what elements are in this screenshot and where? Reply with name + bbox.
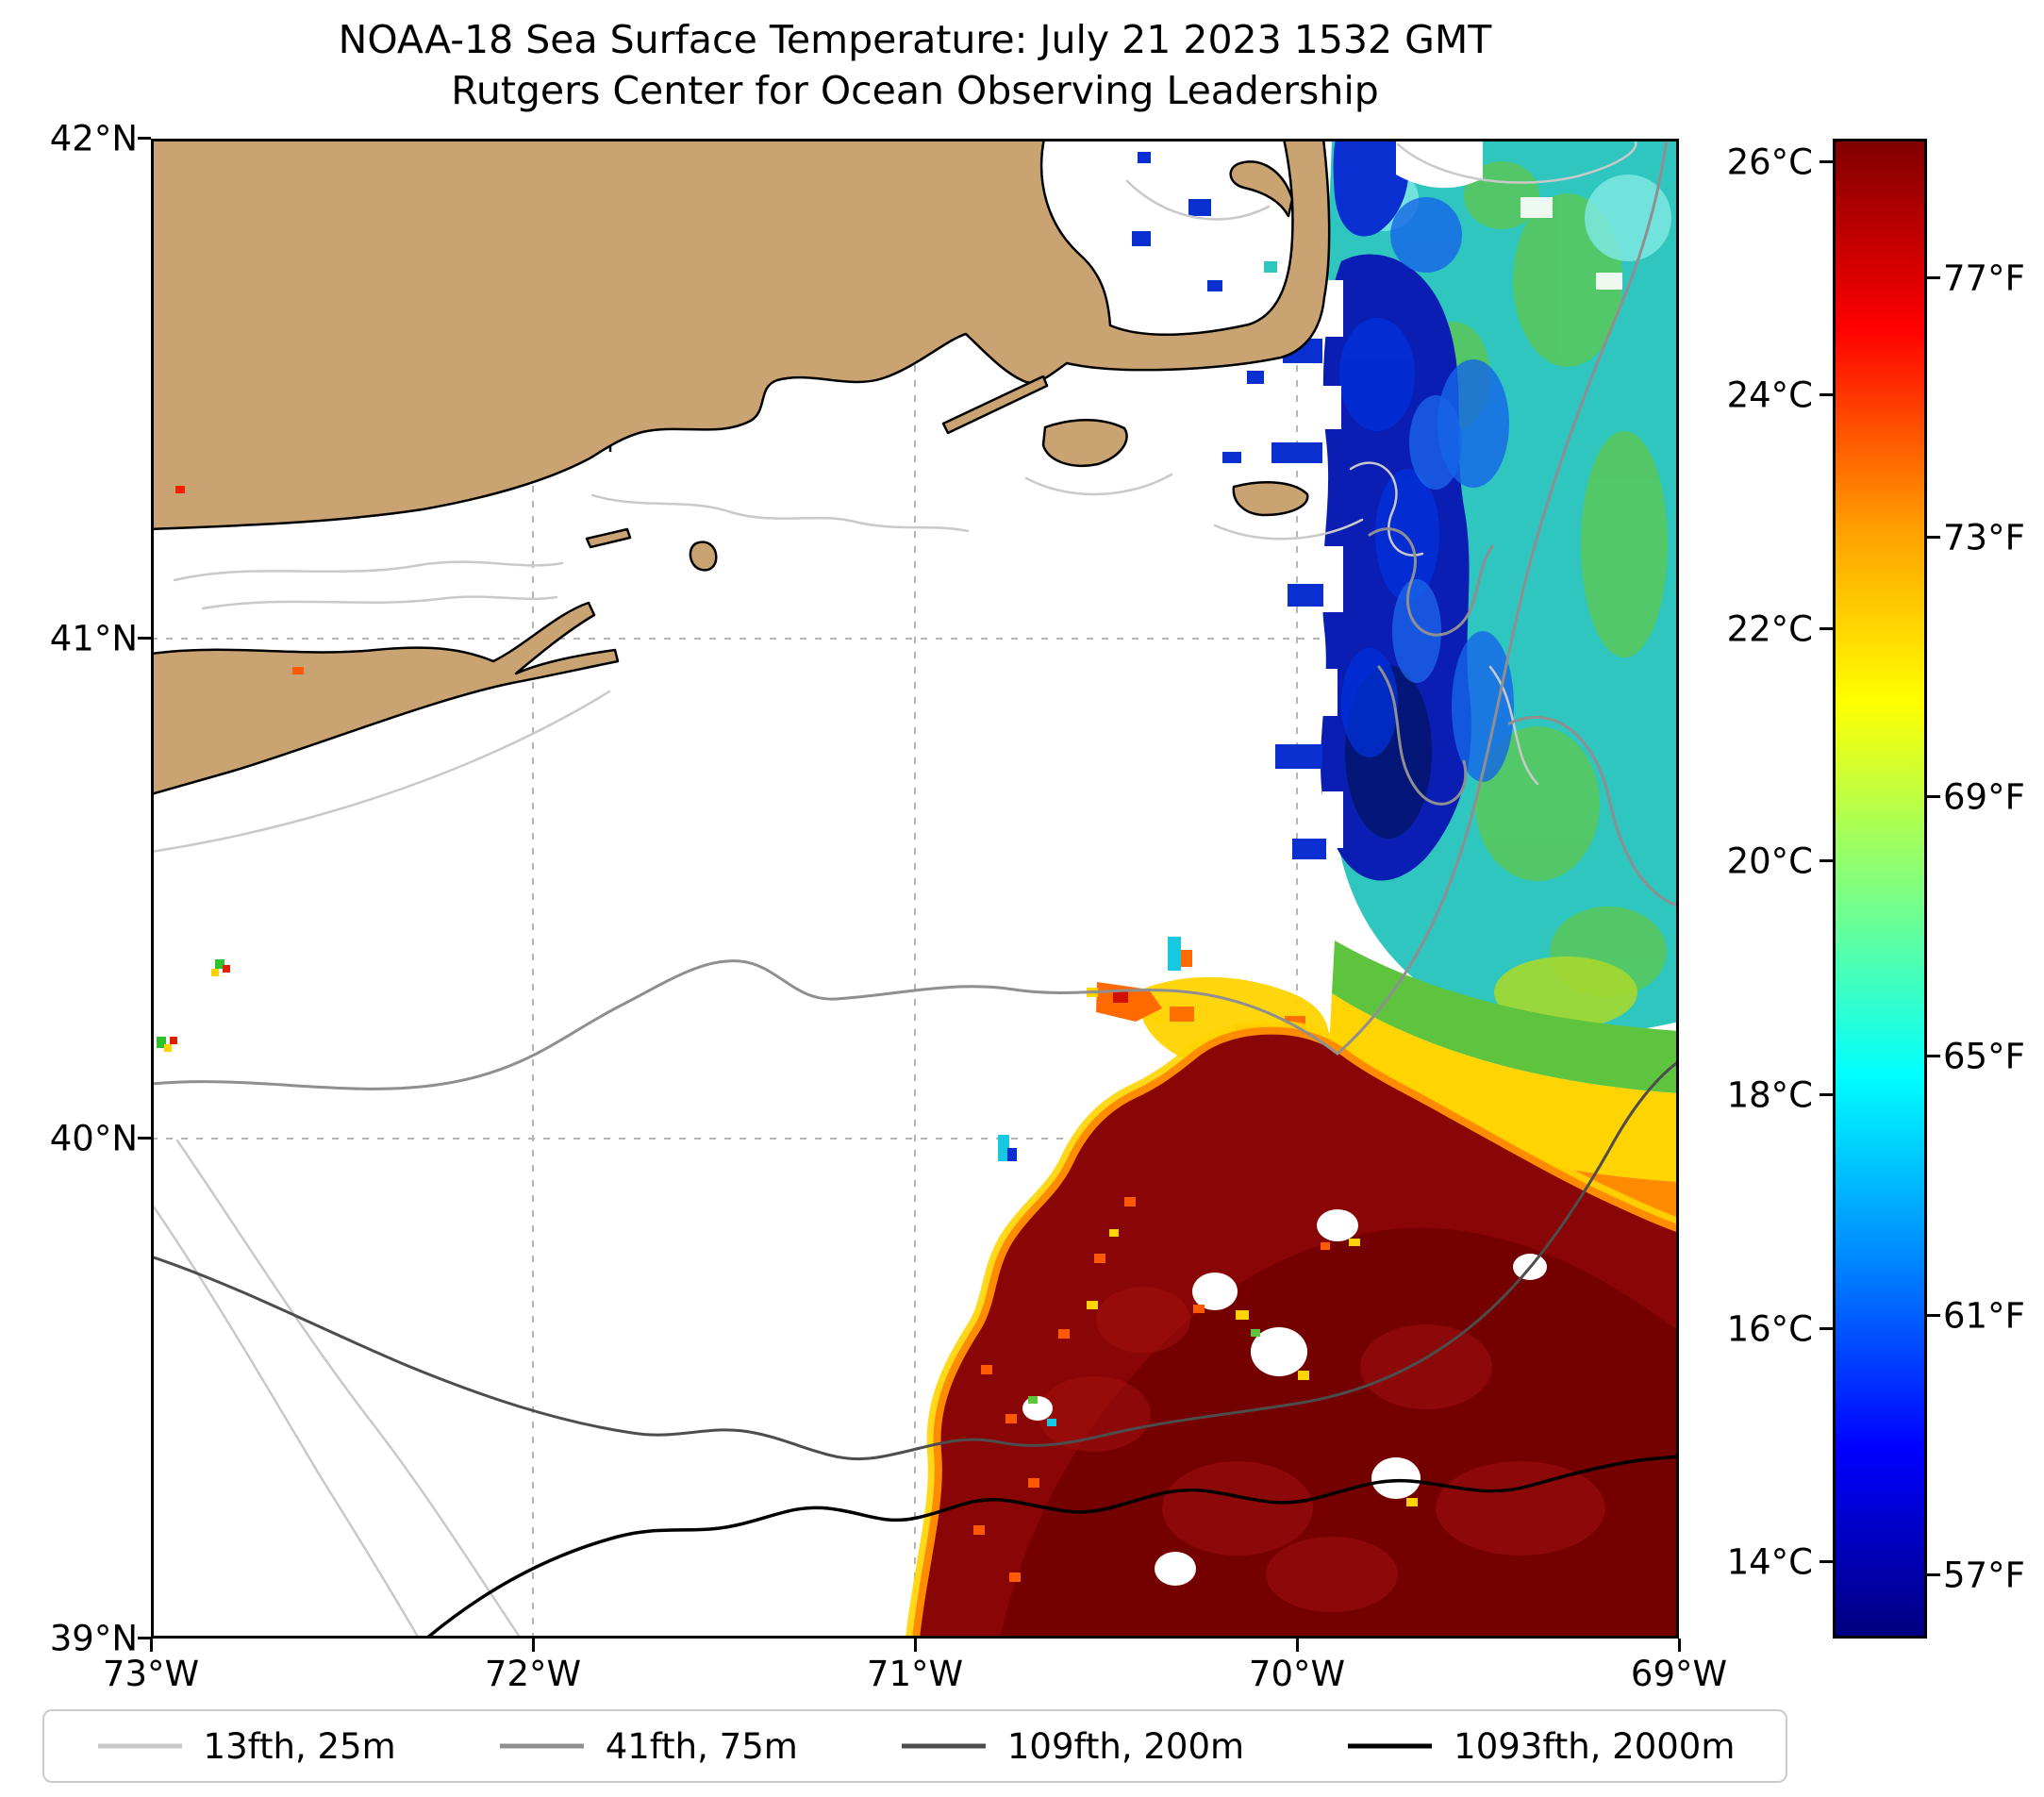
cbar-c-tick-mark <box>1820 627 1833 630</box>
legend-item-75m: 41fth, 75m <box>497 1726 798 1767</box>
x-tick-mark <box>1295 1639 1299 1652</box>
y-tick-mark <box>138 1637 151 1639</box>
fishers-island <box>585 527 632 549</box>
x-tick-mark <box>531 1639 535 1652</box>
x-tick-69w: 69°W <box>1630 1654 1728 1694</box>
cbar-tick-20c: 20°C <box>1726 840 1813 882</box>
cbar-f-tick-mark <box>1927 1573 1940 1576</box>
x-tick-71w: 71°W <box>866 1654 964 1694</box>
cbar-c-tick-mark <box>1820 1327 1833 1330</box>
legend-item-2000m: 1093fth, 2000m <box>1345 1726 1735 1767</box>
cbar-tick-22c: 22°C <box>1726 608 1813 650</box>
y-tick-39n: 39°N <box>49 1618 138 1659</box>
legend-item-25m: 13fth, 25m <box>95 1726 396 1767</box>
elizabeth-islands <box>941 374 1049 435</box>
cbar-tick-61f: 61°F <box>1943 1295 2025 1337</box>
nantucket <box>1232 481 1309 517</box>
cbar-tick-57f: 57°F <box>1943 1555 2025 1596</box>
x-tick-mark <box>149 1639 153 1652</box>
cbar-tick-16c: 16°C <box>1726 1308 1813 1350</box>
cbar-c-tick-mark <box>1820 1560 1833 1563</box>
coastal-sst-specks <box>175 486 304 674</box>
land-areas <box>151 139 1331 796</box>
cbar-tick-24c: 24°C <box>1726 374 1813 416</box>
legend-label-200m: 109fth, 200m <box>1006 1725 1245 1767</box>
map-plot-area <box>151 139 1679 1639</box>
contours-2000m <box>424 1455 1679 1639</box>
cbar-f-tick-mark <box>1927 1314 1940 1317</box>
cbar-tick-73f: 73°F <box>1943 517 2025 558</box>
y-tick-mark <box>138 1137 151 1140</box>
contours-200m <box>151 1059 1679 1461</box>
cbar-f-tick-mark <box>1927 536 1940 539</box>
y-tick-mark <box>138 637 151 640</box>
x-tick-70w: 70°W <box>1248 1654 1346 1694</box>
legend-line-25m-icon <box>97 1743 182 1749</box>
x-tick-mark <box>913 1639 917 1652</box>
cbar-tick-65f: 65°F <box>1943 1036 2025 1077</box>
cbar-f-tick-mark <box>1927 1055 1940 1057</box>
cbar-tick-69f: 69°F <box>1943 776 2025 818</box>
y-tick-42n: 42°N <box>49 118 138 159</box>
figure-title: NOAA-18 Sea Surface Temperature: July 21… <box>338 17 1492 62</box>
legend-item-200m: 109fth, 200m <box>899 1726 1244 1767</box>
legend-line-75m-icon <box>499 1743 584 1749</box>
y-tick-41n: 41°N <box>49 618 138 659</box>
x-tick-72w: 72°W <box>484 1654 582 1694</box>
legend-line-200m-icon <box>901 1743 986 1749</box>
legend-line-2000m-icon <box>1348 1743 1433 1749</box>
new-england-mainland-cape-cod <box>151 139 1331 531</box>
legend-label-2000m: 1093fth, 2000m <box>1454 1725 1736 1767</box>
colorbar-gradient <box>1833 139 1927 1639</box>
bathymetry-legend: 13fth, 25m 41fth, 75m 109fth, 200m 1093f… <box>42 1709 1787 1783</box>
cbar-f-tick-mark <box>1927 276 1940 279</box>
legend-label-25m: 13fth, 25m <box>203 1725 396 1767</box>
figure-subtitle: Rutgers Center for Ocean Observing Leade… <box>451 68 1379 113</box>
x-tick-73w: 73°W <box>102 1654 200 1694</box>
x-tick-mark <box>1677 1639 1681 1652</box>
cbar-tick-77f: 77°F <box>1943 258 2025 299</box>
cbar-tick-18c: 18°C <box>1726 1074 1813 1116</box>
plot-border <box>151 139 1679 1639</box>
cbar-c-tick-mark <box>1820 859 1833 862</box>
sst-map-svg <box>151 139 1679 1639</box>
cbar-c-tick-mark <box>1820 160 1833 163</box>
block-island <box>689 541 718 572</box>
cbar-c-tick-mark <box>1820 1093 1833 1096</box>
cbar-f-tick-mark <box>1927 795 1940 798</box>
provincetown-hook <box>1229 160 1294 218</box>
contours-75m <box>151 139 1679 1090</box>
cbar-c-tick-mark <box>1820 393 1833 396</box>
legend-label-75m: 41fth, 75m <box>605 1725 798 1767</box>
cbar-tick-14c: 14°C <box>1726 1541 1813 1583</box>
y-tick-mark <box>138 137 151 140</box>
y-tick-40n: 40°N <box>49 1118 138 1159</box>
contours-25m <box>151 139 1637 1639</box>
marthas-vineyard <box>1041 419 1128 467</box>
sst-field <box>157 139 1679 1639</box>
cbar-tick-26c: 26°C <box>1726 141 1813 183</box>
long-island <box>151 601 620 796</box>
